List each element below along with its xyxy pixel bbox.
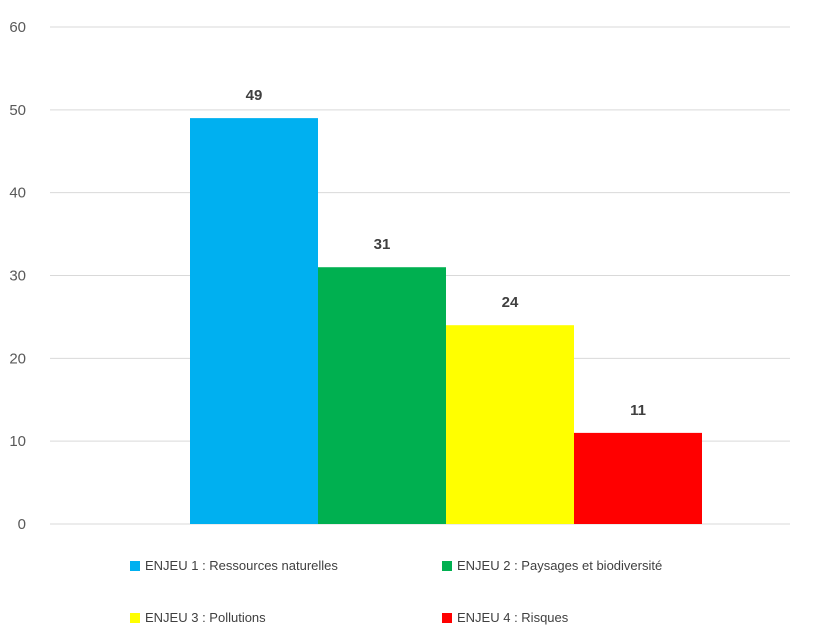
legend-label-enjeu-3: ENJEU 3 : Pollutions <box>145 610 266 625</box>
bar-enjeu-3 <box>446 325 574 524</box>
y-tick-label-30: 30 <box>9 268 26 285</box>
legend-label-enjeu-2: ENJEU 2 : Paysages et biodiversité <box>457 558 663 573</box>
y-tick-label-10: 10 <box>9 433 26 450</box>
legend-item-enjeu-4: ENJEU 4 : Risques <box>442 610 568 625</box>
data-labels: 49 31 24 11 <box>246 87 646 419</box>
data-label-enjeu-4: 11 <box>630 402 646 419</box>
legend-label-enjeu-1: ENJEU 1 : Ressources naturelles <box>145 558 338 573</box>
legend-swatch-enjeu-4 <box>442 612 452 623</box>
data-label-enjeu-1: 49 <box>246 87 263 104</box>
legend-swatch-enjeu-1 <box>130 560 140 571</box>
data-label-enjeu-3: 24 <box>502 294 519 311</box>
y-axis-tick-labels: 0 10 20 30 40 50 60 <box>9 19 26 533</box>
bar-enjeu-4 <box>574 432 702 524</box>
y-tick-label-50: 50 <box>9 102 26 119</box>
bar-enjeu-1 <box>190 118 318 524</box>
y-tick-label-60: 60 <box>9 19 26 36</box>
bars <box>190 118 702 524</box>
y-tick-label-0: 0 <box>18 516 26 533</box>
bar-enjeu-2 <box>318 267 446 524</box>
y-tick-label-20: 20 <box>9 350 26 367</box>
legend-swatch-enjeu-2 <box>442 560 452 571</box>
legend-item-enjeu-3: ENJEU 3 : Pollutions <box>130 610 266 625</box>
legend-label-enjeu-4: ENJEU 4 : Risques <box>457 610 569 625</box>
legend: ENJEU 1 : Ressources naturelles ENJEU 2 … <box>0 540 826 628</box>
y-tick-label-40: 40 <box>9 185 26 202</box>
legend-swatch-enjeu-3 <box>130 612 140 623</box>
legend-item-enjeu-1: ENJEU 1 : Ressources naturelles <box>130 558 338 573</box>
legend-item-enjeu-2: ENJEU 2 : Paysages et biodiversité <box>442 558 662 573</box>
data-label-enjeu-2: 31 <box>374 236 391 253</box>
